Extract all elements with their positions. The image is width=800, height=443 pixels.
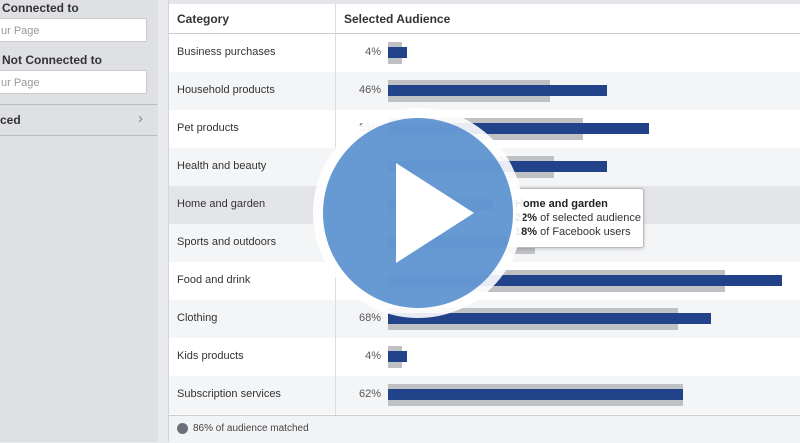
connected-label: Connected to bbox=[2, 1, 79, 15]
category-label: Sports and outdoors bbox=[177, 236, 277, 248]
percent-label: 68% bbox=[358, 312, 381, 324]
chevron-right-icon: › bbox=[138, 110, 143, 127]
selected-audience-bar[interactable] bbox=[388, 351, 407, 362]
category-label: Pet products bbox=[177, 122, 239, 134]
category-column-header: Category bbox=[177, 12, 230, 26]
percent-label: 4% bbox=[365, 46, 381, 58]
tooltip-title: Home and garden bbox=[515, 198, 608, 210]
not-connected-label: Not Connected to bbox=[2, 53, 102, 67]
connected-input[interactable]: ur Page bbox=[0, 18, 147, 42]
audience-column-header: Selected Audience bbox=[344, 12, 451, 26]
selected-audience-bar[interactable] bbox=[388, 47, 407, 58]
selected-audience-bar[interactable] bbox=[388, 313, 711, 324]
table-row[interactable]: Business purchases 4% bbox=[169, 34, 800, 72]
match-status: 86% of audience matched bbox=[193, 423, 309, 434]
percent-label: 46% bbox=[358, 84, 381, 96]
selected-audience-bar[interactable] bbox=[388, 85, 607, 96]
category-label: Health and beauty bbox=[177, 160, 267, 172]
pie-chart-icon bbox=[177, 423, 188, 434]
category-label: Kids products bbox=[177, 350, 244, 362]
tooltip: Home and garden 22% of selected audience… bbox=[506, 188, 644, 248]
tooltip-selected-text: of selected audience bbox=[537, 212, 641, 224]
category-label: Household products bbox=[177, 84, 275, 96]
table-header: Category Selected Audience bbox=[169, 0, 800, 34]
percent-label: 62% bbox=[358, 388, 381, 400]
category-label: Food and drink bbox=[177, 274, 251, 286]
selected-audience-bar[interactable] bbox=[388, 123, 650, 134]
category-label: Clothing bbox=[177, 312, 218, 324]
table-row[interactable]: Household products 46% bbox=[169, 72, 800, 110]
selected-audience-bar[interactable] bbox=[388, 275, 783, 286]
not-connected-input[interactable]: ur Page bbox=[0, 70, 147, 94]
selected-audience-bar[interactable] bbox=[388, 389, 683, 400]
play-button-circle bbox=[323, 118, 513, 308]
table-footer: 86% of audience matched bbox=[169, 415, 800, 443]
play-icon bbox=[396, 163, 474, 263]
advanced-toggle[interactable]: ced › bbox=[0, 104, 157, 136]
percent-label: 4% bbox=[365, 350, 381, 362]
category-label: Subscription services bbox=[177, 388, 281, 400]
category-label: Home and garden bbox=[177, 198, 266, 210]
filter-sidebar: Connected to ur Page Not Connected to ur… bbox=[0, 0, 158, 442]
table-row[interactable]: Kids products 4% bbox=[169, 338, 800, 376]
tooltip-facebook-text: of Facebook users bbox=[537, 226, 631, 238]
table-row[interactable]: Subscription services 62% bbox=[169, 376, 800, 414]
advanced-label: ced bbox=[0, 113, 21, 127]
play-button[interactable] bbox=[313, 108, 523, 318]
category-label: Business purchases bbox=[177, 46, 276, 58]
table-row[interactable]: Clothing 68% bbox=[169, 300, 800, 338]
